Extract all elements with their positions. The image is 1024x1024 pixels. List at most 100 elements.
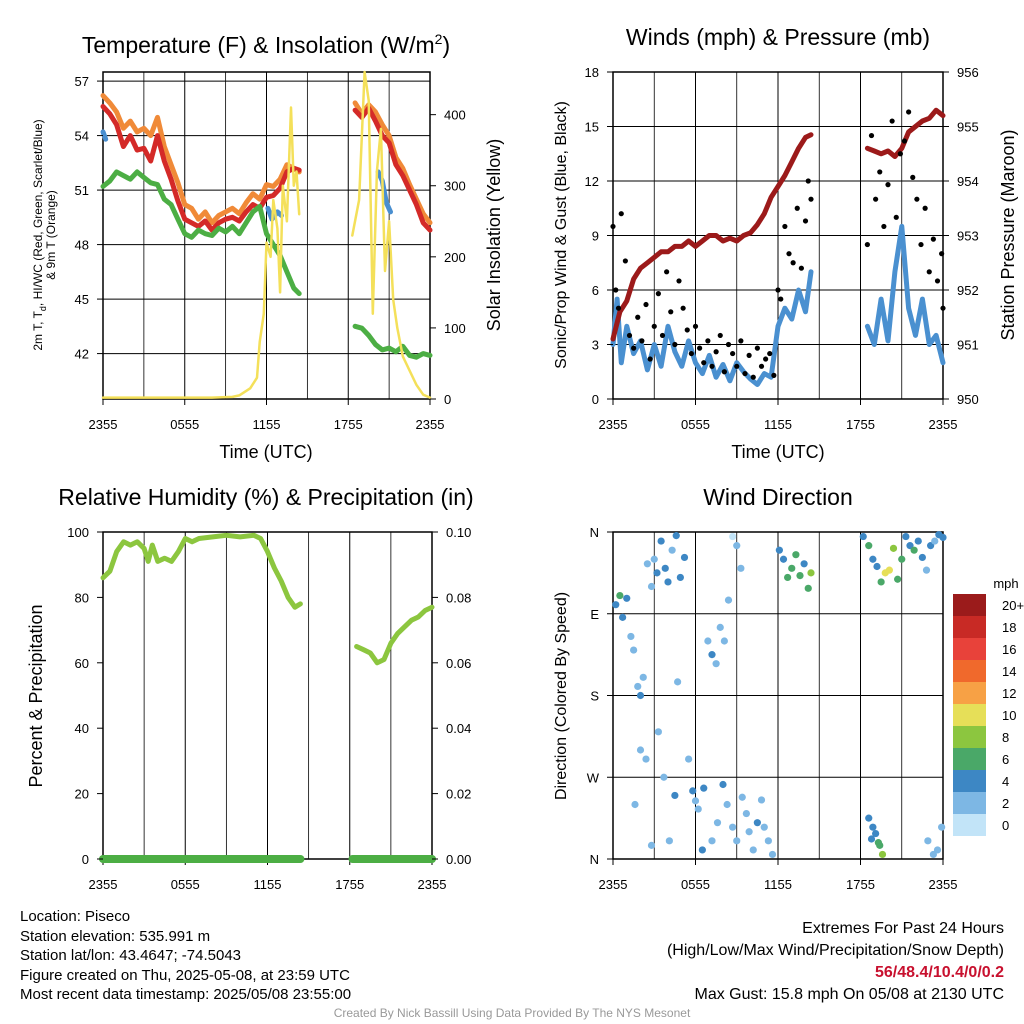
- y2-tick-label: 100: [444, 321, 466, 336]
- direction-point: [898, 555, 906, 563]
- gust-point: [885, 182, 891, 188]
- title-superscript: 2: [435, 31, 443, 47]
- y2-tick-label: 0.08: [446, 590, 471, 605]
- x-axis-label: Time (UTC): [731, 442, 824, 462]
- direction-point: [719, 780, 727, 789]
- gust-point: [805, 178, 811, 184]
- gust-point: [631, 345, 637, 351]
- direction-point: [636, 746, 645, 754]
- colorbar-swatch: [953, 704, 986, 726]
- direction-point: [664, 578, 672, 586]
- gust-point: [622, 258, 628, 264]
- extremes-title: Extremes For Past 24 Hours: [802, 920, 1004, 937]
- x-tick-label: 0555: [681, 877, 710, 892]
- elevation-text: Station elevation: 535.991 m: [20, 927, 211, 945]
- direction-point: [873, 562, 881, 571]
- gust-point: [684, 327, 690, 333]
- gust-point: [758, 363, 765, 369]
- x-tick-label: 1155: [253, 417, 281, 432]
- x-tick-label: 2355: [929, 877, 958, 892]
- chart-title: Wind Direction: [703, 484, 853, 510]
- max-gust-text: Max Gust: 15.8 mph On 05/08 at 2130 UTC: [694, 986, 1005, 1003]
- gust-point: [655, 291, 661, 297]
- direction-point: [938, 823, 946, 831]
- direction-point: [723, 800, 731, 809]
- direction-point: [804, 584, 812, 592]
- direction-point: [931, 537, 939, 545]
- y2-tick-label: 955: [957, 120, 979, 135]
- series-relative-humidity: [354, 604, 435, 666]
- y-tick-label: N: [590, 852, 599, 867]
- x-tick-label: 1155: [254, 877, 282, 892]
- x-tick-label: 2355: [89, 417, 118, 432]
- direction-point: [910, 546, 918, 554]
- y2-tick-label: 0.00: [446, 852, 471, 867]
- panel-temperature: 2355 0555 1155 1755 2355 42 45 48 51 54 57 0 100 200 3…: [31, 31, 504, 462]
- y-tick-label: 3: [592, 338, 599, 353]
- gust-point: [705, 338, 711, 344]
- y-axis-label-line2: & 9m T (Orange): [44, 190, 58, 280]
- gust-point: [725, 341, 732, 348]
- gust-point: [767, 350, 773, 357]
- direction-point: [894, 575, 902, 583]
- gust-point: [922, 205, 928, 211]
- gust-point: [742, 370, 748, 377]
- gust-point: [668, 309, 674, 315]
- colorbar-swatch: [953, 726, 986, 748]
- x-tick-label: 1755: [846, 417, 875, 432]
- gust-point: [651, 323, 657, 329]
- gust-point: [873, 196, 879, 202]
- direction-point: [691, 797, 700, 805]
- x-axis-label: Time (UTC): [219, 442, 312, 462]
- gust-point: [763, 356, 769, 362]
- gust-point: [672, 341, 678, 348]
- direction-point: [689, 787, 697, 795]
- y2-axis-label: Solar Insolation (Yellow): [484, 139, 504, 331]
- gust-point: [664, 269, 670, 275]
- colorbar: mph 20+ 18 16 14 12 10 8 6 4 2 0: [953, 576, 1024, 836]
- gust-point: [934, 278, 941, 284]
- x-tick-label: 0555: [170, 417, 199, 432]
- gust-point: [906, 109, 912, 115]
- direction-point: [650, 555, 658, 563]
- direction-point: [742, 809, 750, 818]
- direction-point: [708, 837, 716, 845]
- recent-data-text: Most recent data timestamp: 2025/05/08 2…: [20, 986, 352, 1003]
- direction-point: [713, 819, 722, 827]
- direction-point: [788, 564, 796, 572]
- gust-point: [775, 287, 781, 293]
- title-close: ): [442, 32, 450, 58]
- direction-point: [749, 846, 757, 854]
- direction-point: [867, 835, 876, 843]
- gust-point: [639, 338, 645, 344]
- direction-point: [685, 755, 693, 763]
- direction-point: [792, 551, 800, 559]
- direction-point: [784, 573, 792, 582]
- y2-tick-label: 0.02: [446, 787, 471, 802]
- location-text: Location: Piseco: [20, 908, 131, 925]
- direction-point: [671, 791, 679, 800]
- direction-point: [738, 793, 746, 801]
- x-tick-label: 2355: [89, 877, 118, 892]
- direction-point: [874, 839, 882, 847]
- direction-point: [924, 837, 932, 845]
- direction-point: [634, 682, 642, 691]
- direction-point: [869, 555, 877, 563]
- x-tick-label: 0555: [171, 877, 200, 892]
- y-tick-label: 100: [67, 525, 89, 540]
- y-tick-label: S: [590, 689, 599, 704]
- direction-point: [643, 560, 651, 568]
- gust-point: [790, 260, 796, 266]
- direction-point: [775, 546, 783, 554]
- colorbar-unit-label: mph: [993, 576, 1018, 591]
- direction-point: [768, 850, 777, 859]
- direction-point: [885, 566, 893, 574]
- direction-point: [631, 800, 639, 809]
- colorbar-swatch: [953, 682, 986, 704]
- direction-point: [712, 660, 720, 668]
- gust-point: [918, 241, 924, 248]
- colorbar-swatch: [953, 770, 986, 792]
- gust-point: [701, 360, 707, 366]
